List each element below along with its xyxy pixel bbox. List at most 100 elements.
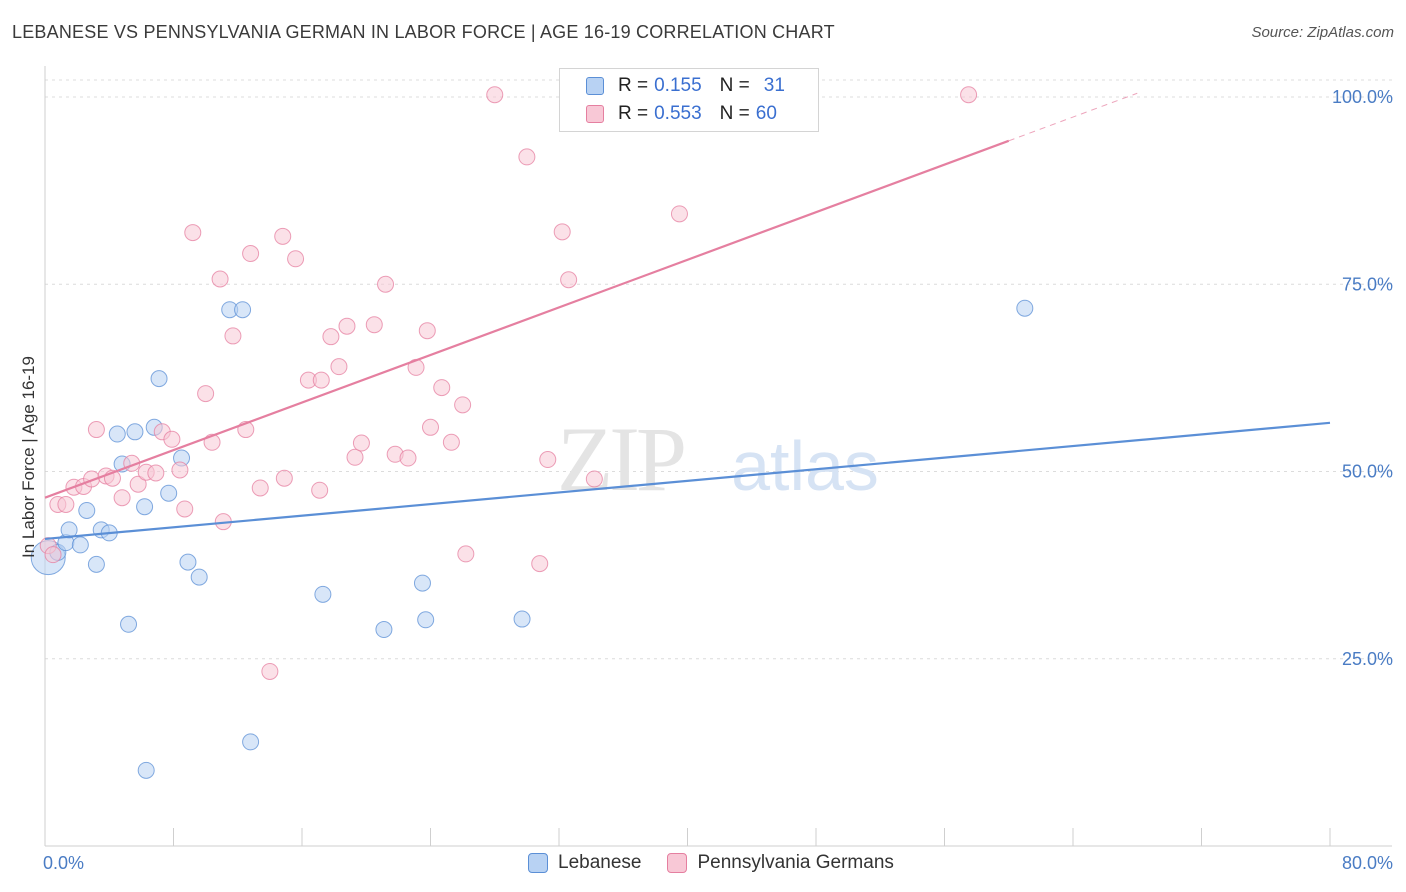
point-pennsylvania-germans (243, 246, 259, 262)
legend-swatch-pennsylvania-germans (586, 105, 604, 123)
point-pennsylvania-germans (366, 317, 382, 333)
point-lebanese (121, 616, 137, 632)
point-pennsylvania-germans (347, 449, 363, 465)
legend-row-lebanese: R = 0.155 N = 31 (586, 73, 785, 99)
x-tick-label: 80.0% (1342, 853, 1393, 873)
point-pennsylvania-germans (378, 276, 394, 292)
point-lebanese (315, 586, 331, 602)
point-pennsylvania-germans (434, 380, 450, 396)
point-pennsylvania-germans (114, 490, 130, 506)
point-pennsylvania-germans (262, 663, 278, 679)
point-lebanese (72, 537, 88, 553)
point-lebanese (88, 556, 104, 572)
point-lebanese (79, 502, 95, 518)
point-pennsylvania-germans (275, 228, 291, 244)
point-lebanese (418, 612, 434, 628)
point-pennsylvania-germans (671, 206, 687, 222)
point-lebanese (180, 554, 196, 570)
scatter-chart: ZIP atlas 25.0%50.0%75.0%100.0%0.0% 80.0%… (0, 0, 1406, 892)
y-tick-label: 25.0% (1342, 649, 1393, 669)
point-pennsylvania-germans (164, 431, 180, 447)
data-points (31, 87, 1033, 779)
point-pennsylvania-germans (312, 482, 328, 498)
legend-label-lebanese: Lebanese (558, 852, 641, 874)
point-lebanese (235, 302, 251, 318)
y-tick-label: 50.0% (1342, 462, 1393, 482)
source-label: Source: ZipAtlas.com (1251, 24, 1394, 41)
point-pennsylvania-germans (519, 149, 535, 165)
point-pennsylvania-germans (353, 435, 369, 451)
legend-swatch-pennsylvania-germans (667, 853, 687, 873)
grid-lines (45, 80, 1392, 659)
point-pennsylvania-germans (339, 318, 355, 334)
r-label: R = (618, 103, 648, 125)
tick-labels: 25.0% 50.0% 75.0% 100.0% 0.0% 80.0% (43, 87, 1393, 873)
point-lebanese (191, 569, 207, 585)
point-pennsylvania-germans (288, 251, 304, 267)
point-pennsylvania-germans (185, 225, 201, 241)
point-lebanese (376, 622, 392, 638)
point-lebanese (1017, 300, 1033, 316)
n-value: 60 (756, 103, 777, 125)
n-label: N = (720, 75, 750, 97)
point-pennsylvania-germans (458, 546, 474, 562)
point-pennsylvania-germans (225, 328, 241, 344)
point-pennsylvania-germans (443, 434, 459, 450)
point-pennsylvania-germans (88, 422, 104, 438)
point-pennsylvania-germans (177, 501, 193, 517)
point-pennsylvania-germans (586, 471, 602, 487)
point-pennsylvania-germans (419, 323, 435, 339)
legend-swatch-lebanese (586, 77, 604, 95)
r-value: 0.553 (654, 103, 702, 125)
chart-title: LEBANESE VS PENNSYLVANIA GERMAN IN LABOR… (12, 22, 835, 43)
n-value: 31 (764, 75, 785, 97)
point-pennsylvania-germans (554, 224, 570, 240)
point-pennsylvania-germans (961, 87, 977, 103)
point-lebanese (109, 426, 125, 442)
y-axis-title: In Labor Force | Age 16-19 (19, 356, 38, 558)
point-lebanese (127, 424, 143, 440)
r-value: 0.155 (654, 75, 702, 97)
x-tick-label: 0.0% (43, 853, 84, 873)
point-pennsylvania-germans (323, 329, 339, 345)
trend-line-pennsylvania-germans-extension (1009, 93, 1138, 141)
legend-item-pennsylvania-germans: Pennsylvania Germans (667, 852, 893, 874)
y-tick-label: 100.0% (1332, 87, 1393, 107)
point-lebanese (514, 611, 530, 627)
point-pennsylvania-germans (45, 547, 61, 563)
legend-swatch-lebanese (528, 853, 548, 873)
point-lebanese (138, 762, 154, 778)
point-pennsylvania-germans (423, 419, 439, 435)
stats-legend: R = 0.155 N = 31 R = 0.553 N = 60 (559, 68, 819, 132)
point-pennsylvania-germans (331, 359, 347, 375)
point-lebanese (151, 371, 167, 387)
point-pennsylvania-germans (400, 450, 416, 466)
point-lebanese (137, 499, 153, 515)
point-pennsylvania-germans (532, 556, 548, 572)
watermark-zip: ZIP (557, 408, 684, 510)
point-pennsylvania-germans (58, 496, 74, 512)
point-pennsylvania-germans (540, 452, 556, 468)
point-pennsylvania-germans (198, 386, 214, 402)
point-pennsylvania-germans (487, 87, 503, 103)
legend-label-pennsylvania-germans: Pennsylvania Germans (697, 852, 893, 874)
legend-item-lebanese: Lebanese (528, 852, 641, 874)
y-tick-label: 75.0% (1342, 274, 1393, 294)
point-pennsylvania-germans (212, 271, 228, 287)
point-pennsylvania-germans (276, 470, 292, 486)
point-pennsylvania-germans (455, 397, 471, 413)
point-pennsylvania-germans (252, 480, 268, 496)
point-lebanese (161, 485, 177, 501)
point-pennsylvania-germans (313, 372, 329, 388)
point-lebanese (243, 734, 259, 750)
trend-line-lebanese (45, 423, 1330, 539)
series-legend: Lebanese Pennsylvania Germans (528, 852, 920, 874)
n-label: N = (720, 103, 750, 125)
r-label: R = (618, 75, 648, 97)
legend-row-pennsylvania-germans: R = 0.553 N = 60 (586, 101, 777, 127)
point-lebanese (414, 575, 430, 591)
point-pennsylvania-germans (148, 465, 164, 481)
point-pennsylvania-germans (561, 272, 577, 288)
point-pennsylvania-germans (172, 462, 188, 478)
axes (45, 66, 1392, 846)
